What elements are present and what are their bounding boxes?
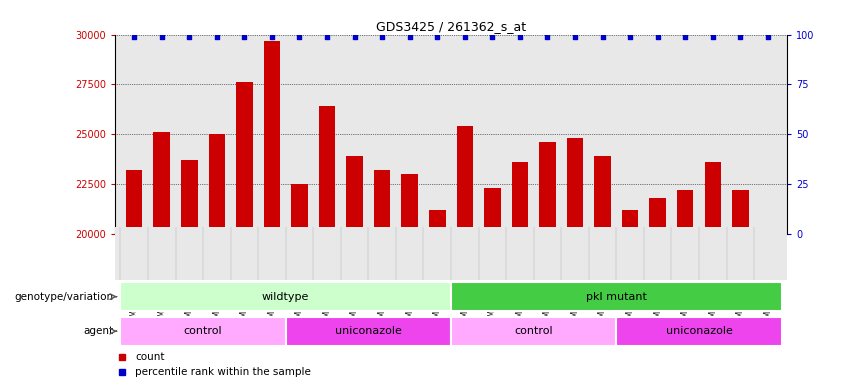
- Point: [431, 33, 444, 40]
- Bar: [622, 210, 638, 234]
- Point: [128, 33, 141, 40]
- Bar: [451, 282, 782, 311]
- Bar: [374, 170, 391, 234]
- Bar: [120, 316, 286, 346]
- Point: [651, 33, 665, 40]
- Text: uniconazole: uniconazole: [665, 326, 733, 336]
- Bar: [291, 184, 308, 234]
- Bar: [540, 142, 556, 234]
- Point: [320, 33, 334, 40]
- Point: [596, 33, 609, 40]
- Text: count: count: [135, 352, 164, 362]
- Bar: [484, 188, 500, 234]
- Bar: [120, 282, 451, 311]
- Bar: [126, 170, 142, 234]
- Bar: [286, 316, 451, 346]
- Bar: [594, 156, 611, 234]
- Point: [678, 33, 692, 40]
- Point: [540, 33, 554, 40]
- Point: [458, 33, 471, 40]
- Title: GDS3425 / 261362_s_at: GDS3425 / 261362_s_at: [376, 20, 526, 33]
- Point: [568, 33, 582, 40]
- Bar: [451, 316, 616, 346]
- Bar: [760, 230, 776, 234]
- Bar: [264, 41, 280, 234]
- Bar: [181, 161, 197, 234]
- Bar: [208, 134, 226, 234]
- Point: [734, 33, 747, 40]
- Bar: [511, 162, 528, 234]
- Point: [348, 33, 362, 40]
- Text: pkl mutant: pkl mutant: [585, 291, 647, 302]
- Point: [293, 33, 306, 40]
- Point: [623, 33, 637, 40]
- Bar: [236, 83, 253, 234]
- Point: [237, 33, 251, 40]
- Point: [266, 33, 279, 40]
- Text: uniconazole: uniconazole: [335, 326, 402, 336]
- Bar: [456, 126, 473, 234]
- Bar: [429, 210, 446, 234]
- Point: [706, 33, 720, 40]
- Bar: [732, 190, 749, 234]
- Point: [210, 33, 224, 40]
- Point: [403, 33, 416, 40]
- Bar: [649, 198, 666, 234]
- Bar: [616, 316, 782, 346]
- Point: [513, 33, 527, 40]
- Point: [155, 33, 168, 40]
- Bar: [346, 156, 363, 234]
- Text: agent: agent: [83, 326, 113, 336]
- Bar: [705, 162, 721, 234]
- Point: [375, 33, 389, 40]
- Bar: [319, 106, 335, 234]
- Bar: [567, 138, 583, 234]
- Bar: [402, 174, 418, 234]
- Text: control: control: [184, 326, 222, 336]
- Point: [182, 33, 196, 40]
- Text: wildtype: wildtype: [262, 291, 310, 302]
- Text: percentile rank within the sample: percentile rank within the sample: [135, 367, 311, 377]
- Point: [486, 33, 500, 40]
- Bar: [677, 190, 694, 234]
- Text: genotype/variation: genotype/variation: [14, 291, 113, 302]
- Point: [761, 33, 774, 40]
- Bar: [153, 132, 170, 234]
- Text: control: control: [514, 326, 553, 336]
